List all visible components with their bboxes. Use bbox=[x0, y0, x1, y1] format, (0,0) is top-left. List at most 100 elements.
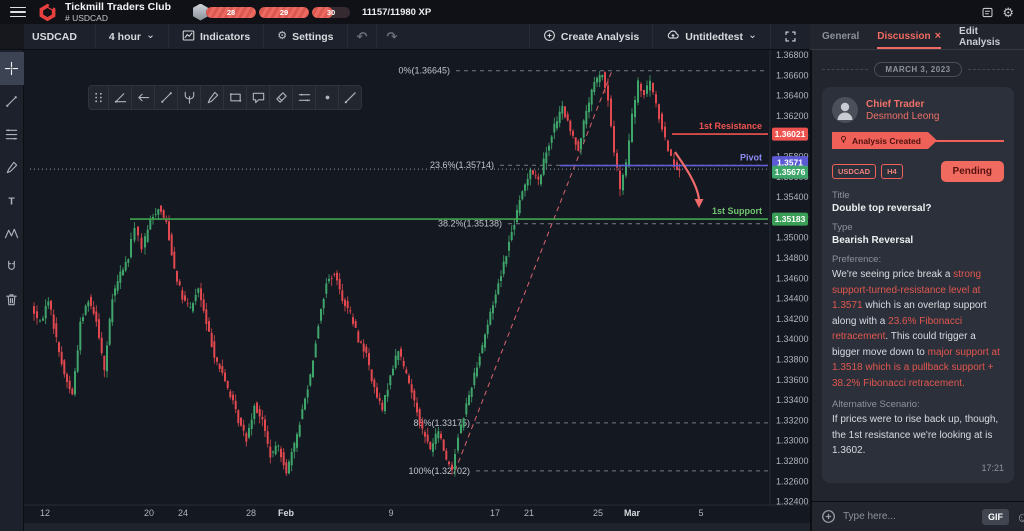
svg-text:T: T bbox=[8, 196, 15, 207]
drawing-tools-sidebar: T bbox=[0, 50, 24, 531]
price-badge bbox=[772, 165, 808, 179]
chart-canvas[interactable]: 0%(1.36645) 23.6%(1.35714) 38.2%(1.35138) 8… bbox=[24, 50, 810, 531]
app-subtitle: # USDCAD bbox=[65, 13, 108, 23]
close-tab-icon[interactable]: × bbox=[934, 30, 942, 42]
xp-count: 11157/11980 XP bbox=[362, 6, 432, 18]
bulb-icon bbox=[839, 135, 848, 146]
attach-plus-icon[interactable] bbox=[821, 509, 836, 524]
app-title: Tickmill Traders Club bbox=[65, 0, 172, 13]
y-axis-tick: 1.36200 bbox=[776, 111, 809, 121]
timeframe-dropdown[interactable]: 4 hour bbox=[94, 24, 168, 49]
menu-button[interactable] bbox=[10, 6, 26, 18]
projection-arrow bbox=[674, 151, 701, 200]
xabcd-tool-button[interactable] bbox=[0, 217, 24, 250]
y-axis-tick: 1.35400 bbox=[776, 192, 809, 202]
redo-button[interactable]: ↷ bbox=[376, 24, 406, 49]
x-axis-tick: 17 bbox=[490, 508, 500, 518]
message-input[interactable] bbox=[843, 511, 975, 522]
date-divider: MARCH 3, 2023 bbox=[822, 62, 1014, 77]
timeframe-tag: H4 bbox=[881, 164, 903, 179]
parallel-tool-icon[interactable] bbox=[292, 86, 315, 109]
dot-tool-icon[interactable] bbox=[315, 86, 338, 109]
comment-tool-icon[interactable] bbox=[246, 86, 269, 109]
crosshair-tool-button[interactable] bbox=[0, 52, 24, 85]
y-axis-tick: 1.36400 bbox=[776, 91, 809, 101]
tag-row: USDCAD H4 Pending bbox=[832, 161, 1004, 182]
news-panel-icon[interactable] bbox=[981, 6, 994, 19]
xp-pill: 28 bbox=[206, 6, 257, 18]
chevron-down-icon bbox=[146, 32, 155, 41]
xp-widget[interactable]: 28 29 30 11157/11980 XP bbox=[193, 3, 432, 21]
indicators-button[interactable]: Indicators bbox=[168, 24, 263, 49]
trendline-tool-button[interactable] bbox=[0, 85, 24, 118]
settings-gear-icon[interactable]: ⚙ bbox=[1002, 4, 1014, 20]
x-axis-tick: 21 bbox=[524, 508, 534, 518]
analysis-type: Bearish Reversal bbox=[832, 235, 914, 246]
rect-tool-icon[interactable] bbox=[223, 86, 246, 109]
first-resistance-label: 1st Resistance bbox=[699, 121, 762, 131]
eraser-tool-icon[interactable] bbox=[269, 86, 292, 109]
highlighted-text: 23.6% Fibonacci retracement bbox=[832, 315, 963, 343]
gif-button[interactable]: GIF bbox=[982, 508, 1009, 525]
arrow-tool-icon[interactable] bbox=[131, 86, 154, 109]
create-analysis-button[interactable]: Create Analysis bbox=[528, 24, 652, 49]
fib-tool-button[interactable] bbox=[0, 118, 24, 151]
preference-text: We're seeing price break a strong suppor… bbox=[832, 267, 1004, 391]
indicators-icon bbox=[182, 29, 195, 45]
pitchfork-tool-icon[interactable] bbox=[177, 86, 200, 109]
svg-text:1.36021: 1.36021 bbox=[775, 129, 806, 139]
y-axis-tick: 1.36800 bbox=[776, 50, 809, 60]
gear-icon: ⚙ bbox=[277, 30, 288, 42]
y-axis-tick: 1.32600 bbox=[776, 476, 809, 486]
tab-edit-analysis[interactable]: Edit Analysis bbox=[959, 25, 1001, 48]
x-axis-tick: 20 bbox=[144, 508, 154, 518]
brush-tool-button[interactable] bbox=[0, 151, 24, 184]
first-support-label: 1st Support bbox=[712, 206, 762, 216]
symbol-button[interactable]: USDCAD bbox=[24, 24, 95, 49]
x-axis-tick: 9 bbox=[388, 508, 393, 518]
fib-level-label: 0%(1.36645) bbox=[398, 66, 450, 76]
trash-tool-button[interactable] bbox=[0, 283, 24, 316]
y-axis-tick: 1.33600 bbox=[776, 375, 809, 385]
text-tool-button[interactable]: T bbox=[0, 184, 24, 217]
tickmill-logo-icon bbox=[38, 3, 57, 22]
angle-tool-icon[interactable] bbox=[108, 86, 131, 109]
trendline-tool-icon[interactable] bbox=[154, 86, 177, 109]
grip-tool-icon[interactable] bbox=[89, 86, 108, 109]
alt-scenario-text: If prices were to rise back up, though, … bbox=[832, 414, 999, 456]
y-axis-tick: 1.34400 bbox=[776, 294, 809, 304]
y-axis-tick: 1.34800 bbox=[776, 253, 809, 263]
fib-level-label: 38.2%(1.35138) bbox=[438, 219, 502, 229]
tab-discussion[interactable]: Discussion × bbox=[877, 24, 941, 49]
x-axis-tick: Mar bbox=[624, 508, 641, 518]
y-axis-tick: 1.33400 bbox=[776, 395, 809, 405]
analysis-title: Double top reversal? bbox=[832, 203, 932, 214]
y-axis-tick: 1.36600 bbox=[776, 70, 809, 80]
alt-scenario-label: Alternative Scenario: bbox=[832, 399, 920, 410]
x-axis-tick: 28 bbox=[246, 508, 256, 518]
candlestick-series bbox=[33, 71, 681, 477]
message-input-bar: GIF ☺ bbox=[812, 501, 1024, 531]
settings-button[interactable]: ⚙ Settings bbox=[263, 24, 346, 49]
date-pill: MARCH 3, 2023 bbox=[874, 62, 962, 77]
magnet-tool-button[interactable] bbox=[0, 250, 24, 283]
avatar bbox=[832, 97, 858, 123]
tab-general[interactable]: General bbox=[822, 31, 860, 42]
xp-pill: 30 bbox=[312, 6, 351, 18]
brush-tool-icon[interactable] bbox=[200, 86, 223, 109]
pending-status-button[interactable]: Pending bbox=[940, 161, 1004, 182]
fib-level-label: 23.6%(1.35714) bbox=[430, 160, 494, 170]
right-panel-tabs: General Discussion × Edit Analysis bbox=[810, 24, 1024, 50]
fib-level-label: 88%(1.33175) bbox=[413, 418, 470, 428]
xp-pill: 29 bbox=[259, 6, 310, 18]
undo-button[interactable]: ↶ bbox=[346, 24, 377, 49]
emoji-icon[interactable]: ☺ bbox=[1016, 510, 1024, 524]
fullscreen-button[interactable] bbox=[770, 24, 810, 49]
y-axis-tick: 1.32400 bbox=[776, 497, 809, 507]
y-axis-tick: 1.33000 bbox=[776, 436, 809, 446]
svg-text:1.35183: 1.35183 bbox=[775, 214, 806, 224]
analysis-name-dropdown[interactable]: Untitledtest bbox=[652, 24, 770, 49]
ray-tool-icon[interactable] bbox=[338, 86, 361, 109]
symbol-tag: USDCAD bbox=[832, 164, 877, 179]
